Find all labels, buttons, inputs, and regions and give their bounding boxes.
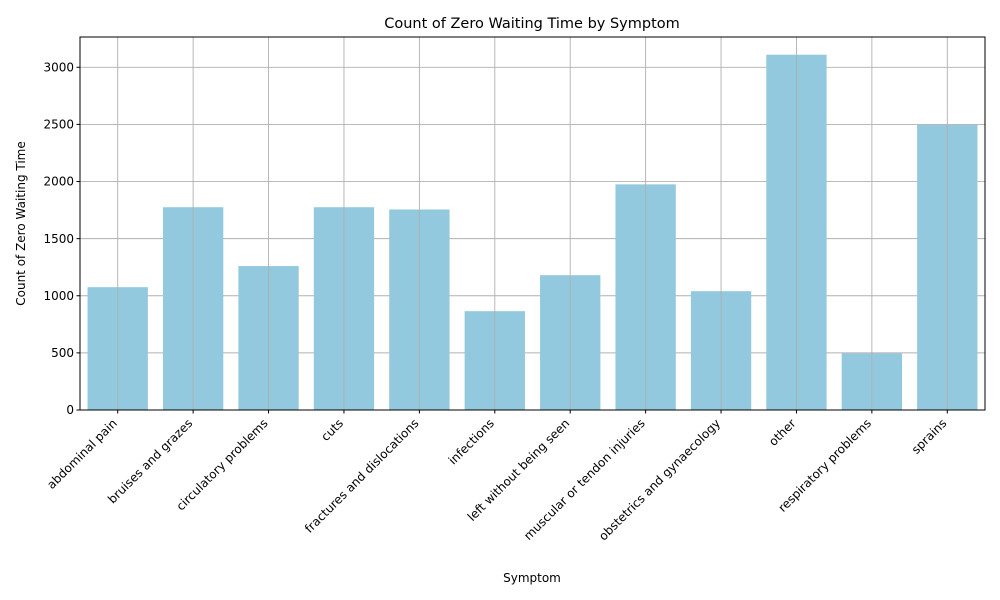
y-axis-label: Count of Zero Waiting Time bbox=[14, 141, 28, 306]
x-axis-label: Symptom bbox=[503, 571, 561, 585]
x-tick-label: sprains bbox=[909, 416, 950, 457]
x-tick-label: obstetrics and gynaecology bbox=[596, 416, 723, 543]
y-tick-label: 0 bbox=[66, 403, 74, 417]
chart-title: Count of Zero Waiting Time by Symptom bbox=[384, 16, 680, 32]
gridlines-over-bars bbox=[117, 37, 948, 410]
y-tick-label: 2000 bbox=[43, 175, 74, 189]
y-tick-label: 1500 bbox=[43, 232, 74, 246]
bars-layer bbox=[87, 54, 978, 410]
y-tick-label: 1000 bbox=[43, 289, 74, 303]
x-tick-label: bruises and grazes bbox=[105, 416, 195, 506]
grid-layer bbox=[80, 66, 985, 411]
x-tick-label: muscular or tendon injuries bbox=[521, 416, 648, 543]
plot-frame bbox=[79, 36, 986, 411]
x-tick-label: cuts bbox=[318, 416, 346, 444]
y-tick-label: 500 bbox=[51, 346, 74, 360]
y-axis: 0 500 1000 1500 2000 2500 3000 bbox=[43, 60, 80, 417]
x-tick-label: other bbox=[766, 416, 799, 449]
x-tick-label: abdominal pain bbox=[44, 416, 120, 492]
x-tick-label: infections bbox=[446, 416, 497, 467]
y-tick-label: 2500 bbox=[43, 118, 74, 132]
y-tick-label: 3000 bbox=[43, 60, 74, 74]
